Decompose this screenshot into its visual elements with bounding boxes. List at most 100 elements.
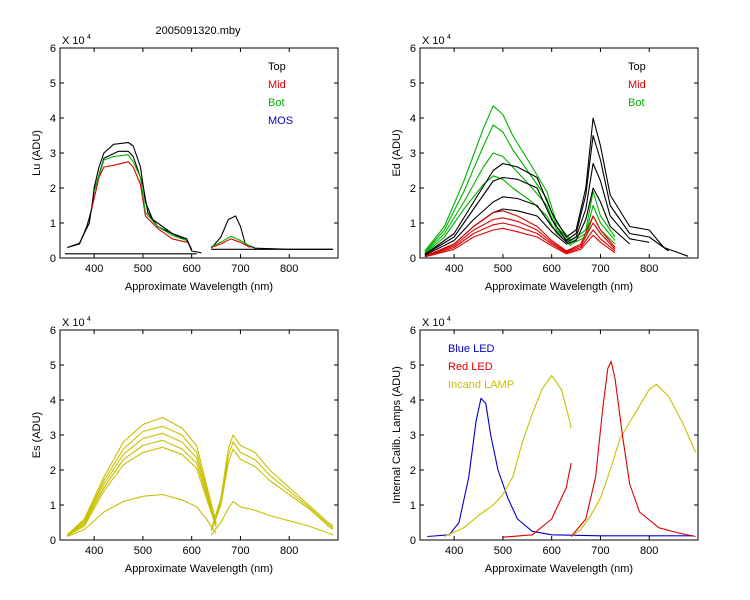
legend-entry: Mid	[628, 79, 646, 91]
y-tick-label: 5	[50, 78, 56, 90]
y-tick-label: 3	[50, 430, 56, 442]
y-axis-label: Internal Calib. Lamps (ADU)	[391, 366, 403, 504]
series-line-es-6	[210, 434, 334, 530]
y-tick-label: 2	[50, 183, 56, 195]
plot-frame-es	[59, 329, 339, 541]
series-line-ed-1	[424, 124, 616, 253]
series-line-es-4	[67, 446, 217, 537]
x-tick-label: 600	[183, 263, 201, 275]
y-tick-label: 0	[410, 253, 416, 265]
legend-entry: MOS	[268, 115, 293, 127]
y-tick-label: 3	[50, 148, 56, 160]
series-line-lu-6	[210, 235, 251, 248]
x-axis-label: Approximate Wavelength (nm)	[485, 563, 633, 575]
series-line-lu-1	[210, 215, 334, 250]
series-line-es-7	[210, 441, 334, 531]
legend-entry: Blue LED	[448, 343, 495, 355]
y-axis-label: Es (ADU)	[31, 412, 43, 458]
y-tick-label: 6	[50, 325, 56, 337]
x-tick-label: 800	[640, 263, 658, 275]
legend-entry: Bot	[268, 97, 285, 109]
y-tick-label: 4	[410, 113, 416, 125]
series-line-ed-0	[424, 105, 616, 252]
x-tick-label: 700	[231, 263, 249, 275]
legend-entry: Bot	[628, 97, 645, 109]
series-line-lu-4	[211, 238, 251, 249]
series-line-lamps-2	[570, 383, 697, 537]
series-line-lamps-3	[502, 462, 572, 538]
y-tick-label: 1	[410, 218, 416, 230]
x-tick-label: 400	[85, 545, 103, 557]
y-tick-label: 1	[50, 500, 56, 512]
series-line-es-8	[210, 448, 334, 532]
series-line-ed-11	[424, 227, 616, 258]
y-tick-label: 4	[50, 113, 56, 125]
y-tick-label: 4	[410, 395, 416, 407]
x-tick-label: 600	[543, 263, 561, 275]
y-scale-exponent: 4	[447, 34, 451, 41]
series-line-es-5	[67, 493, 217, 538]
x-tick-label: 400	[445, 263, 463, 275]
series-line-es-3	[66, 439, 217, 536]
legend-entry: Red LED	[448, 361, 493, 373]
series-line-lu-2	[67, 150, 193, 250]
x-tick-label: 600	[543, 545, 561, 557]
y-tick-label: 5	[410, 360, 416, 372]
x-axis-label: Approximate Wavelength (nm)	[125, 563, 273, 575]
y-tick-label: 5	[50, 360, 56, 372]
x-tick-label: 600	[183, 545, 201, 557]
series-line-es-0	[66, 416, 217, 536]
y-tick-label: 6	[50, 43, 56, 55]
series-line-ed-8	[424, 210, 616, 257]
y-tick-label: 1	[50, 218, 56, 230]
x-tick-label: 700	[591, 263, 609, 275]
legend-entry: Top	[268, 61, 286, 73]
x-tick-label: 700	[591, 545, 609, 557]
y-tick-label: 0	[50, 535, 56, 547]
series-line-es-9	[210, 500, 334, 536]
series-line-ed-6	[424, 162, 650, 256]
y-tick-label: 2	[410, 183, 416, 195]
x-tick-label: 800	[280, 545, 298, 557]
series-line-ed-5	[424, 134, 670, 255]
series-line-lamps-4	[570, 360, 696, 538]
x-tick-label: 500	[494, 263, 512, 275]
y-tick-label: 3	[410, 148, 416, 160]
series-line-lu-3	[91, 161, 187, 243]
y-tick-label: 2	[50, 465, 56, 477]
x-tick-label: 500	[494, 545, 512, 557]
legend-entry: Mid	[268, 79, 286, 91]
y-tick-label: 6	[410, 43, 416, 55]
series-line-ed-9	[424, 217, 616, 257]
legend-entry: Top	[628, 61, 646, 73]
x-tick-label: 400	[445, 545, 463, 557]
series-line-lamps-1	[444, 374, 572, 538]
series-line-es-2	[66, 432, 217, 536]
series-line-ed-10	[424, 222, 616, 258]
x-tick-label: 800	[640, 545, 658, 557]
y-tick-label: 3	[410, 430, 416, 442]
y-tick-label: 0	[410, 535, 416, 547]
y-axis-label: Lu (ADU)	[31, 130, 43, 176]
legend-entry: Incand LAMP	[448, 379, 514, 391]
series-line-ed-3	[424, 175, 572, 255]
y-tick-label: 5	[410, 78, 416, 90]
y-tick-label: 2	[410, 465, 416, 477]
y-tick-label: 0	[50, 253, 56, 265]
y-scale-exponent: 4	[87, 34, 91, 41]
series-line-ed-4	[424, 117, 689, 257]
y-tick-label: 6	[410, 325, 416, 337]
x-tick-label: 800	[280, 263, 298, 275]
y-scale-label: X 10	[422, 317, 445, 329]
x-axis-label: Approximate Wavelength (nm)	[125, 281, 273, 293]
y-tick-label: 4	[50, 395, 56, 407]
series-line-ed-2	[424, 152, 616, 254]
x-tick-label: 500	[134, 263, 152, 275]
x-axis-label: Approximate Wavelength (nm)	[485, 281, 633, 293]
series-line-es-1	[66, 425, 217, 536]
series-line-lu-5	[93, 154, 187, 242]
